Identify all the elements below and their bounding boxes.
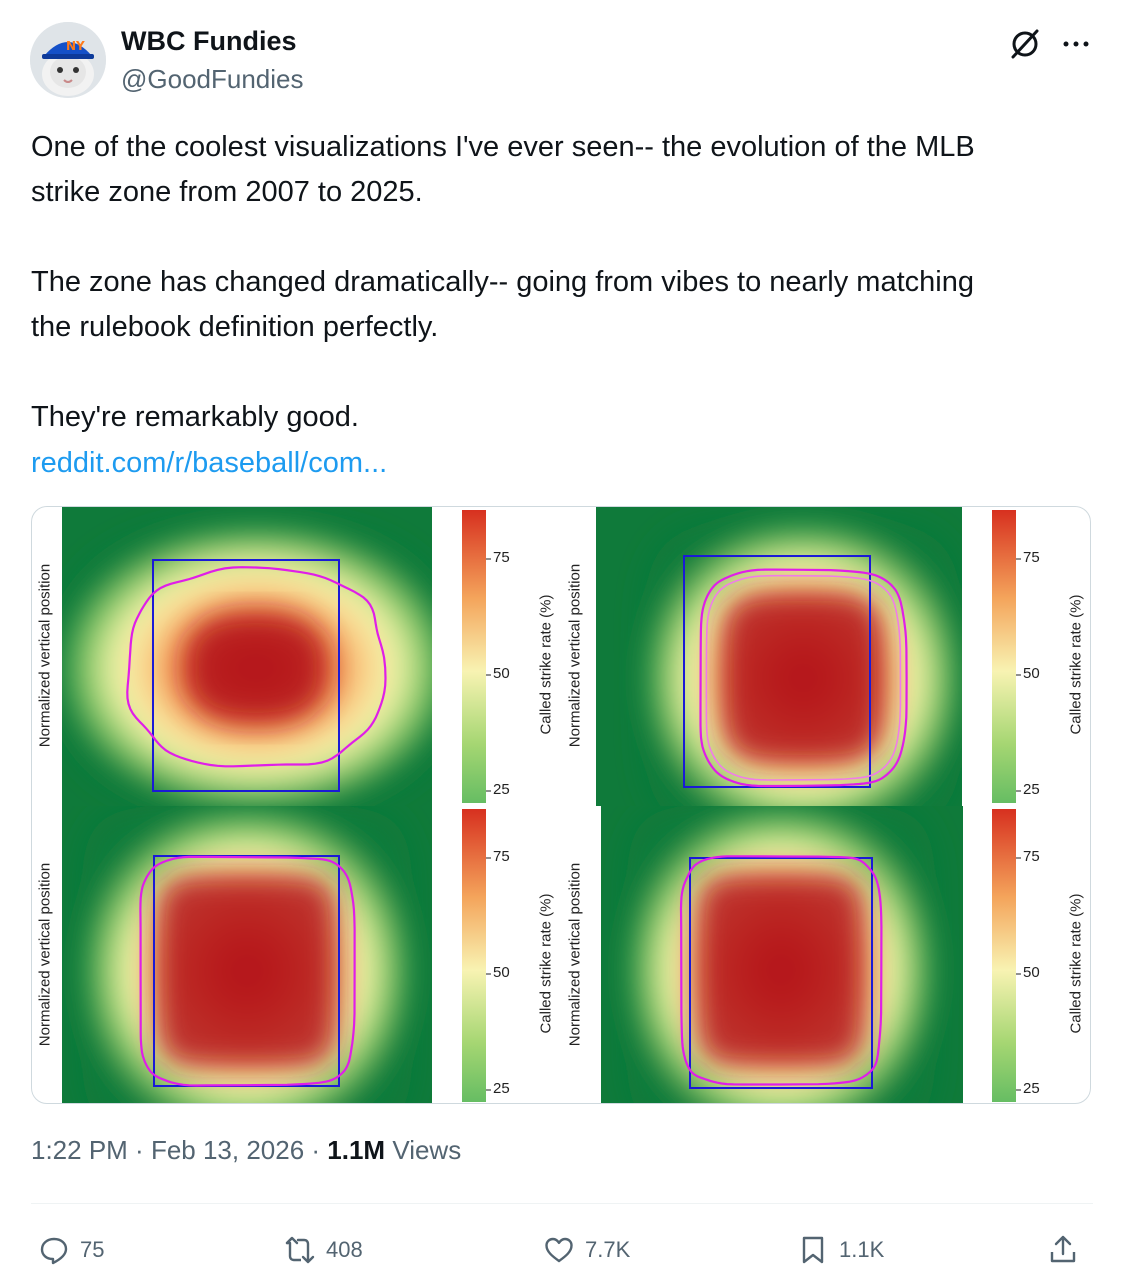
colorbar-tick-label: 50 xyxy=(493,964,510,981)
colorbar-tick-label: 75 xyxy=(493,848,510,865)
svg-text:NY: NY xyxy=(66,39,85,53)
bookmark-button[interactable]: 1.1K xyxy=(797,1228,884,1272)
heatmap-panel: Normalized vertical position Called strik… xyxy=(562,507,1090,806)
separator: · xyxy=(304,1135,328,1165)
like-button[interactable]: 7.7K xyxy=(543,1228,630,1272)
called-strike-contour xyxy=(139,855,356,1087)
colorbar-tick-label: 25 xyxy=(493,781,510,798)
rulebook-zone-box xyxy=(689,857,873,1089)
called-strike-contour xyxy=(699,568,908,788)
tweet-time[interactable]: 1:22 PM xyxy=(31,1135,128,1165)
tweet-line: The zone has changed dramatically-- goin… xyxy=(31,266,974,298)
repost-button[interactable]: 408 xyxy=(284,1228,363,1272)
tweet-line: the rulebook definition perfectly. xyxy=(31,311,439,343)
tweet-line: They're remarkably good. xyxy=(31,401,359,433)
bookmark-icon xyxy=(802,1236,824,1264)
y-axis-label: Normalized vertical position xyxy=(566,862,584,1047)
views-label: Views xyxy=(392,1135,462,1165)
tweet-line: One of the coolest visualizations I've e… xyxy=(31,131,975,163)
heat-core xyxy=(185,613,327,723)
y-axis-label: Normalized vertical position xyxy=(36,563,54,748)
colorbar-tick-label: 75 xyxy=(1023,848,1040,865)
y-axis-label: Normalized vertical position xyxy=(36,862,54,1047)
colorbar-label: Called strike rate (%) xyxy=(1067,594,1085,735)
grok-icon[interactable] xyxy=(1005,24,1045,64)
heat-core xyxy=(156,874,338,1068)
colorbar-tick-label: 25 xyxy=(493,1080,510,1097)
called-strike-contour xyxy=(705,574,902,781)
colorbar-label: Called strike rate (%) xyxy=(537,594,555,735)
colorbar-tick-label: 50 xyxy=(1023,665,1040,682)
reply-button[interactable]: 75 xyxy=(38,1228,104,1272)
y-axis-label: Normalized vertical position xyxy=(566,563,584,748)
heat-core xyxy=(720,591,886,765)
colorbar xyxy=(462,809,486,1102)
heat-core xyxy=(696,873,866,1067)
share-icon xyxy=(1050,1235,1076,1263)
colorbar xyxy=(992,809,1016,1102)
rulebook-zone-box xyxy=(152,559,340,792)
bookmark-count: 1.1K xyxy=(839,1237,885,1262)
heatmap-panel: Normalized vertical position Called strik… xyxy=(32,806,562,1103)
separator: · xyxy=(127,1135,151,1165)
avatar[interactable]: NY xyxy=(30,22,106,98)
repost-icon xyxy=(285,1236,315,1264)
author-name[interactable]: WBC Fundies xyxy=(121,26,297,56)
colorbar-label: Called strike rate (%) xyxy=(1067,893,1085,1034)
colorbar-tick-label: 25 xyxy=(1023,1080,1040,1097)
colorbar-tick-label: 50 xyxy=(493,665,510,682)
colorbar-tick-label: 75 xyxy=(493,549,510,566)
more-icon[interactable] xyxy=(1054,24,1098,64)
tweet-paragraph-2: The zone has changed dramatically-- goin… xyxy=(31,260,1091,350)
reply-count: 75 xyxy=(80,1237,105,1262)
colorbar-tick-label: 25 xyxy=(1023,781,1040,798)
colorbar xyxy=(992,510,1016,803)
heatmap-panel: Normalized vertical position Called strik… xyxy=(562,806,1090,1103)
like-count: 7.7K xyxy=(585,1237,631,1262)
share-button[interactable] xyxy=(1047,1228,1079,1272)
author-handle[interactable]: @GoodFundies xyxy=(121,64,304,94)
repost-count: 408 xyxy=(326,1237,363,1262)
like-icon xyxy=(545,1237,573,1263)
colorbar xyxy=(462,510,486,803)
called-strike-contour xyxy=(679,855,883,1086)
tweet-link[interactable]: reddit.com/r/baseball/com... xyxy=(31,447,388,479)
heatmap-panel: Normalized vertical position Called strik… xyxy=(32,507,562,806)
tweet-date[interactable]: Feb 13, 2026 xyxy=(150,1135,305,1165)
divider xyxy=(31,1203,1093,1204)
colorbar-tick-label: 50 xyxy=(1023,964,1040,981)
called-strike-contour xyxy=(126,566,387,768)
tweet-meta: 1:22 PM · Feb 13, 2026 · 1.1M Views xyxy=(31,1135,461,1166)
reply-icon xyxy=(40,1237,68,1265)
views-count: 1.1M xyxy=(327,1135,386,1165)
tweet-line: strike zone from 2007 to 2025. xyxy=(31,176,423,208)
colorbar-tick-label: 75 xyxy=(1023,549,1040,566)
media-image[interactable]: Normalized vertical position Called strik… xyxy=(31,506,1091,1104)
tweet-paragraph-1: One of the coolest visualizations I've e… xyxy=(31,125,1091,215)
tweet-paragraph-3: They're remarkably good. xyxy=(31,395,1091,440)
colorbar-label: Called strike rate (%) xyxy=(537,893,555,1034)
